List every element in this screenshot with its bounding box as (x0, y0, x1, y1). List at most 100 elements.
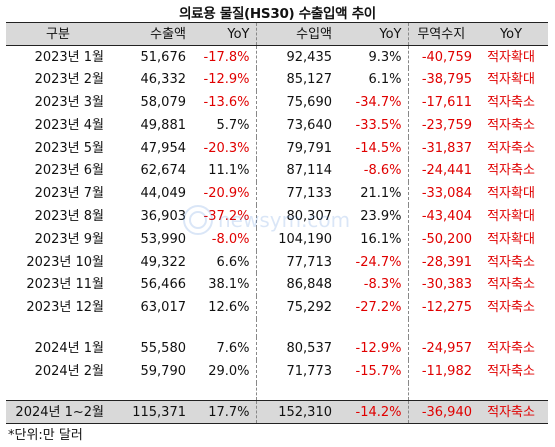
export-value: 58,079 (140, 94, 187, 110)
table-row: 2023년 5월 47,954 -20.3% 79,791 -14.5% -31,837 적… (6, 136, 548, 160)
row-label: 2023년 5월 (34, 140, 104, 156)
export-yoy: 6.6% (192, 250, 257, 274)
export-yoy: 29.0% (192, 359, 257, 383)
import-value: 152,310 (256, 400, 338, 425)
row-label: 2023년 11월 (26, 277, 104, 293)
export-yoy: 11.1% (192, 159, 257, 183)
balance-status: 적자확대 (487, 49, 535, 65)
import-value: 75,690 (286, 94, 333, 110)
import-yoy: -12.9% (338, 337, 409, 360)
export-value: 47,954 (140, 140, 187, 156)
import-yoy: -33.5% (338, 113, 409, 137)
header-category: 구분 (6, 22, 114, 46)
export-yoy: 7.6% (192, 337, 257, 360)
row-label: 2024년 1~2월 (6, 400, 114, 425)
export-value: 63,017 (140, 300, 187, 316)
import-value: 86,848 (286, 277, 333, 293)
row-label: 2023년 7월 (34, 186, 104, 202)
table-row: 2023년 10월 49,322 6.6% 77,713 -24.7% -28,391 적자… (6, 250, 548, 274)
header-import: 수입액 (256, 22, 338, 46)
import-yoy: 21.1% (338, 182, 409, 206)
balance-value: -40,759 (421, 49, 472, 65)
import-yoy: -8.6% (338, 159, 409, 183)
row-label: 2023년 4월 (34, 117, 104, 133)
import-yoy: -27.2% (338, 296, 409, 320)
header-import-yoy: YoY (338, 22, 409, 46)
balance-value: -43,404 (421, 208, 472, 224)
row-label: 2023년 1월 (34, 49, 104, 65)
export-value: 53,990 (140, 231, 187, 247)
balance-value: -24,957 (421, 340, 472, 356)
balance-status: 적자축소 (487, 117, 535, 133)
balance-value: -30,383 (421, 277, 472, 293)
header-balance-yoy: YoY (478, 22, 548, 46)
import-yoy: 9.3% (338, 45, 409, 69)
import-yoy: 6.1% (338, 68, 409, 92)
import-value: 92,435 (286, 49, 333, 65)
export-yoy: -12.9% (192, 68, 257, 92)
table-row: 2023년 12월 63,017 12.6% 75,292 -27.2% -12,275 적… (6, 296, 548, 320)
export-value: 62,674 (140, 163, 187, 179)
header-export: 수출액 (114, 22, 192, 46)
export-value: 49,322 (140, 254, 187, 270)
balance-value: -28,391 (421, 254, 472, 270)
export-value: 59,790 (140, 363, 187, 379)
balance-value: -33,084 (421, 186, 472, 202)
row-label: 2024년 1월 (34, 340, 104, 356)
row-label: 2023년 12월 (26, 300, 104, 316)
import-value: 77,133 (286, 186, 333, 202)
header-balance: 무역수지 (408, 22, 478, 46)
import-yoy: -34.7% (338, 91, 409, 114)
balance-value: -17,611 (421, 94, 472, 110)
import-yoy: -15.7% (338, 359, 409, 383)
balance-status: 적자축소 (487, 340, 535, 356)
balance-status: 적자축소 (487, 94, 535, 110)
export-value: 55,580 (140, 340, 187, 356)
header-export-yoy: YoY (192, 22, 257, 46)
balance-status: 적자축소 (487, 140, 535, 156)
export-value: 46,332 (140, 72, 187, 88)
import-value: 85,127 (286, 72, 333, 88)
export-yoy: -8.0% (192, 227, 257, 251)
table-row: 2023년 8월 36,903 -37.2% 80,307 23.9% -43,404 적자… (6, 205, 548, 228)
export-value: 51,676 (140, 49, 187, 65)
export-yoy: -17.8% (192, 45, 257, 69)
export-yoy: -13.6% (192, 91, 257, 114)
table-row: 2023년 1월 51,676 -17.8% 92,435 9.3% -40,759 적자확… (6, 45, 548, 69)
spacer-row (6, 319, 548, 338)
balance-status: 적자축소 (478, 400, 548, 425)
balance-status: 적자확대 (487, 231, 535, 247)
table-row: 2023년 11월 56,466 38.1% 86,848 -8.3% -30,383 적자… (6, 273, 548, 297)
unit-footnote: *단위:만 달러 (8, 428, 83, 443)
row-label: 2023년 2월 (34, 72, 104, 88)
export-yoy: 5.7% (192, 113, 257, 137)
import-yoy: -14.5% (338, 136, 409, 160)
trade-table: 구분 수출액 YoY 수입액 YoY 무역수지 YoY 2023년 1월 51,6… (6, 22, 548, 425)
row-label: 2023년 9월 (34, 231, 104, 247)
table-row: 2023년 7월 44,049 -20.9% 77,133 21.1% -33,084 적자… (6, 182, 548, 206)
header-row: 구분 수출액 YoY 수입액 YoY 무역수지 YoY (6, 22, 548, 46)
balance-status: 적자축소 (487, 300, 535, 316)
row-label: 2023년 10월 (26, 254, 104, 270)
balance-value: -36,940 (408, 400, 478, 425)
table-row: 2023년 4월 49,881 5.7% 73,640 -33.5% -23,759 적자축… (6, 113, 548, 137)
import-value: 104,190 (278, 231, 332, 247)
import-value: 75,292 (286, 300, 333, 316)
import-value: 73,640 (286, 117, 333, 133)
balance-status: 적자축소 (487, 363, 535, 379)
export-value: 44,049 (140, 186, 187, 202)
import-value: 80,537 (286, 340, 333, 356)
export-yoy: 17.7% (192, 400, 257, 425)
balance-value: -38,795 (421, 72, 472, 88)
table-row: 2024년 2월 59,790 29.0% 71,773 -15.7% -11,982 적자… (6, 359, 548, 383)
balance-value: -31,837 (421, 140, 472, 156)
table-row: 2023년 9월 53,990 -8.0% 104,190 16.1% -50,200 적자… (6, 227, 548, 251)
import-yoy: -14.2% (338, 400, 409, 425)
export-yoy: 38.1% (192, 273, 257, 297)
export-yoy: -37.2% (192, 205, 257, 228)
import-value: 87,114 (286, 163, 333, 179)
balance-value: -11,982 (421, 363, 472, 379)
export-yoy: -20.9% (192, 182, 257, 206)
export-value: 56,466 (140, 277, 187, 293)
table-row: 2024년 1월 55,580 7.6% 80,537 -12.9% -24,957 적자축… (6, 337, 548, 360)
